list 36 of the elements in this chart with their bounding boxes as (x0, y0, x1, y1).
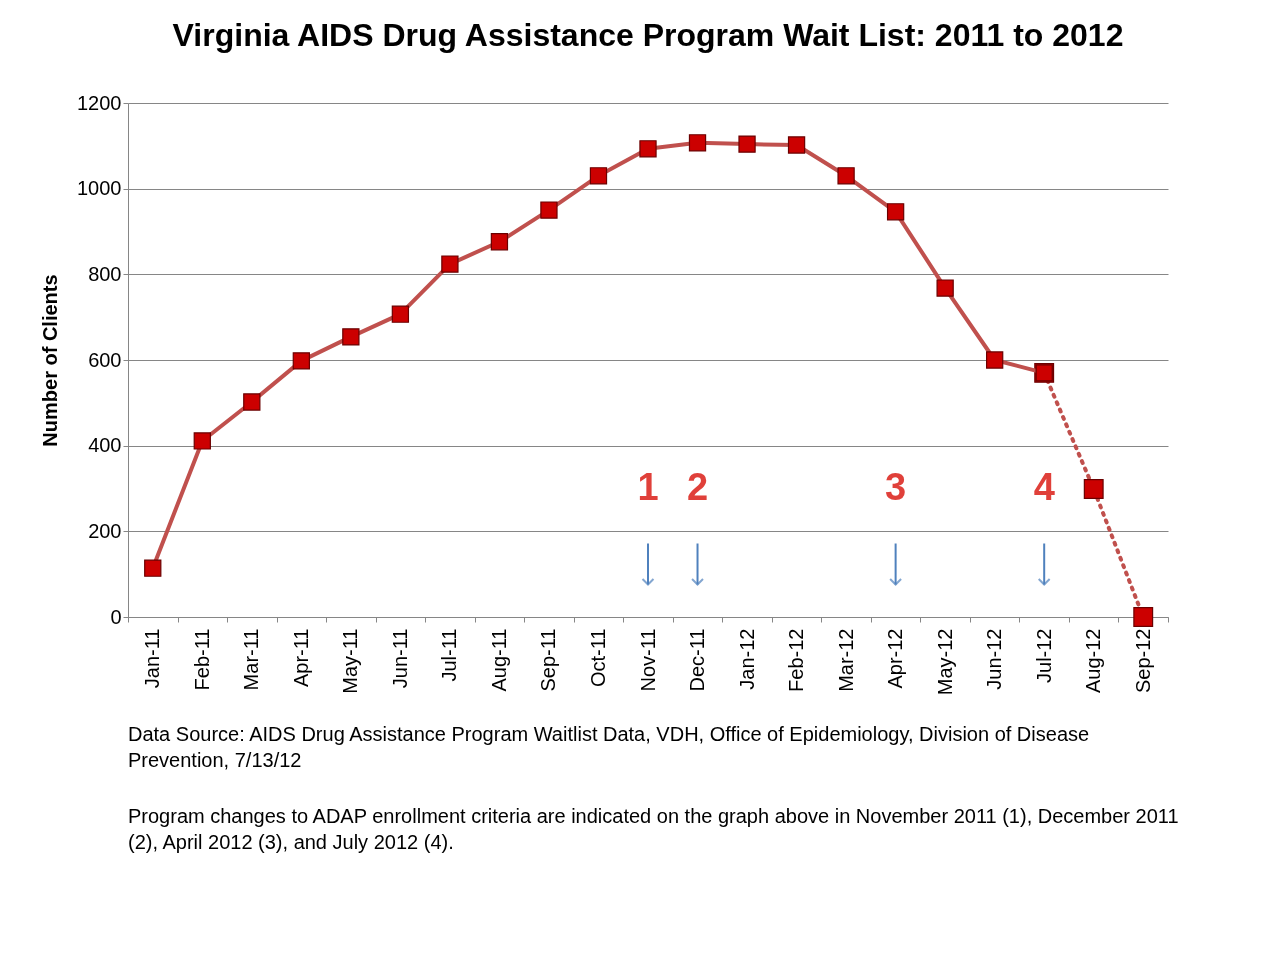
annotation: 3 (885, 465, 907, 508)
x-tick-label: Jul-11 (438, 628, 461, 682)
x-tick-label: Jun-12 (983, 628, 1006, 690)
source-note: Data Source: AIDS Drug Assistance Program Waitlist Data, VDH, Office of Epidemiology, Division of Disease Prevention, 7/13/12 (128, 723, 1090, 771)
x-tick-label: Feb-12 (785, 628, 808, 692)
y-tick-label: 200 (88, 519, 122, 542)
x-tick-label: Mar-11 (240, 628, 263, 691)
y-tick-label: 1000 (77, 177, 122, 200)
y-tick-label: 1200 (77, 91, 122, 114)
annotation: 1 (637, 465, 659, 508)
x-tick-label: Jan-11 (141, 628, 164, 689)
y-tick-label: 400 (88, 434, 122, 457)
x-tick-label: May-12 (933, 628, 956, 696)
x-tick-label: Dec-11 (686, 628, 709, 692)
annotation: 2 (686, 465, 709, 508)
x-tick-label: Jun-11 (388, 628, 411, 689)
annotation: 4 (1033, 465, 1055, 508)
x-tick-label: Sep-12 (1131, 628, 1154, 693)
x-tick-label: Apr-11 (289, 628, 312, 688)
x-tick-label: Aug-12 (1082, 628, 1105, 693)
chart-title: Virginia AIDS Drug Assistance Program Wait List: 2011 to 2012 (172, 17, 1124, 53)
text: Program changes to ADAP enrollment criteria are indicated on the graph above in November 2011 (1), December 2011 (2), April 2012 (3), and July 2012 (4). (128, 805, 1179, 853)
x-tick-label: May-11 (339, 628, 362, 694)
x-tick-label: Oct-11 (586, 628, 609, 688)
y-tick-label: 0 (110, 605, 122, 628)
x-tick-label: Sep-11 (537, 628, 560, 692)
x-tick-label: Nov-11 (636, 628, 659, 692)
y-axis-title: Number of Clients (39, 274, 62, 447)
x-tick-label: Jan-12 (735, 628, 758, 690)
x-tick-label: Mar-12 (834, 628, 857, 692)
x-tick-label: Jul-12 (1032, 628, 1055, 683)
y-tick-label: 600 (88, 348, 122, 371)
x-tick-label: Aug-11 (487, 628, 510, 692)
x-tick-label: Apr-12 (884, 628, 907, 689)
x-tick-label: Feb-11 (190, 628, 213, 691)
y-tick-label: 800 (88, 262, 122, 285)
